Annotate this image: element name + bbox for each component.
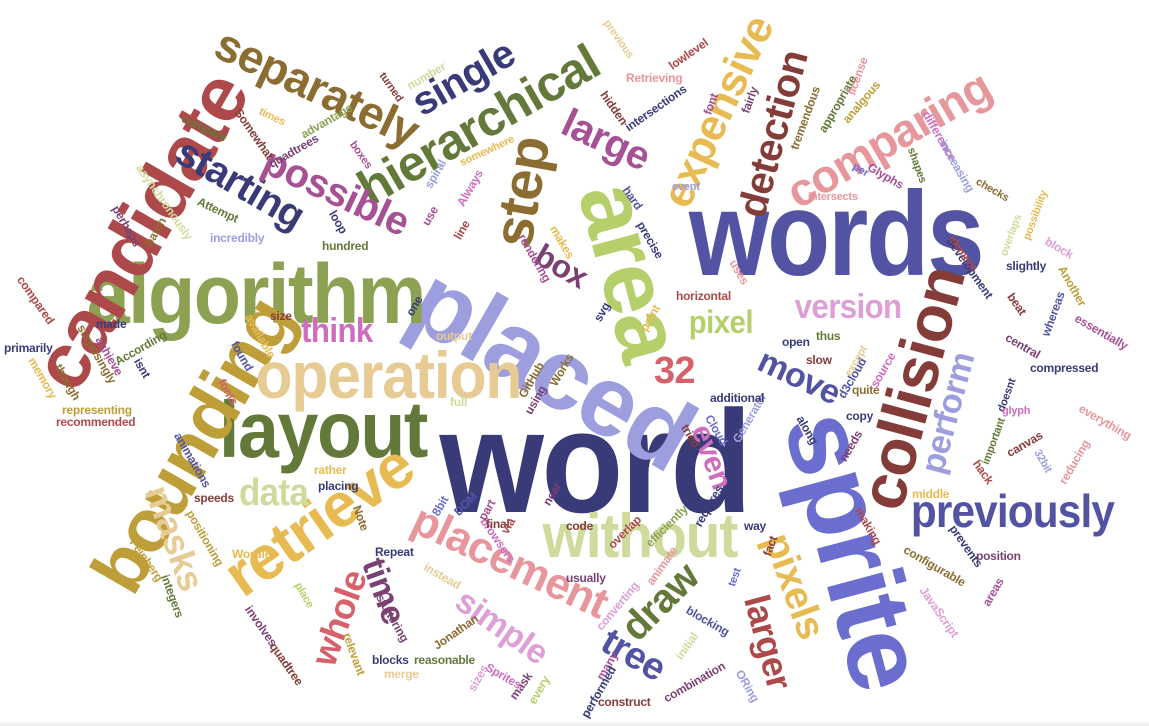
cloud-word: use: [418, 203, 442, 229]
cloud-word: text: [506, 493, 525, 505]
cloud-word: possibility: [1020, 188, 1051, 242]
cloud-word: code: [566, 519, 594, 533]
cloud-word: quite: [852, 383, 880, 397]
cloud-word: important: [979, 416, 1008, 467]
cloud-word: instead: [421, 559, 464, 593]
cloud-word: involves: [242, 603, 281, 649]
cloud-word: thus: [816, 329, 841, 343]
cloud-word: Sprites: [483, 660, 524, 692]
cloud-word: glyph: [1002, 405, 1031, 417]
cloud-word: recommended: [56, 415, 136, 429]
cloud-word: compressed: [1030, 361, 1099, 375]
cloud-word: usually: [566, 571, 606, 585]
cloud-word: 32bit: [1031, 447, 1055, 475]
bottom-edge-shadow: [0, 720, 1149, 726]
cloud-word: reducing: [1056, 437, 1093, 487]
cloud-word: previously: [910, 485, 1115, 537]
cloud-word: speeds: [194, 491, 234, 505]
cloud-word: primarily: [4, 341, 53, 355]
cloud-word: block: [1042, 234, 1076, 262]
cloud-word: intersects: [808, 191, 858, 203]
cloud-word: intersections: [622, 81, 690, 135]
cloud-word: blocks: [372, 653, 409, 667]
cloud-word: everything: [1076, 401, 1134, 443]
cloud-word: 32: [654, 350, 696, 392]
cloud-word: word: [439, 380, 752, 543]
cloud-word: combination: [661, 658, 728, 706]
cloud-word: quadtree: [266, 640, 307, 688]
cloud-word: place: [291, 580, 316, 610]
cloud-word: event: [672, 181, 700, 193]
cloud-word: placing: [318, 479, 359, 493]
cloud-word: Wordle: [232, 547, 272, 561]
cloud-word: incredibly: [210, 231, 265, 245]
cloud-word: Repeat: [375, 545, 414, 559]
cloud-word: without: [542, 502, 738, 571]
cloud-word: way: [744, 519, 766, 533]
cloud-word: size: [270, 309, 292, 323]
cloud-word: central: [1003, 330, 1043, 362]
cloud-word: initial: [672, 629, 702, 663]
cloud-word: version: [794, 288, 903, 326]
cloud-word: operation: [255, 338, 523, 412]
cloud-word: pixel: [688, 304, 754, 340]
cloud-word: rather: [314, 463, 347, 477]
cloud-word: merge: [384, 667, 419, 681]
cloud-word: final: [486, 517, 510, 531]
cloud-word: previous: [600, 17, 637, 61]
cloud-word: areas: [979, 575, 1007, 609]
cloud-word: made: [96, 317, 127, 331]
cloud-word: full: [450, 395, 468, 409]
cloud-word: middle: [912, 487, 950, 501]
cloud-word: Always: [453, 167, 487, 209]
cloud-word: isnt: [131, 355, 154, 381]
cloud-word: algorithm: [86, 247, 427, 341]
cloud-word: sizes: [464, 662, 492, 694]
cloud-word: representing: [62, 403, 132, 417]
cloud-word: beat: [1004, 290, 1030, 318]
cloud-word: open: [782, 335, 810, 349]
cloud-word: copy: [846, 409, 874, 423]
cloud-word: position: [976, 549, 1021, 563]
cloud-word: horizontal: [676, 289, 731, 303]
cloud-word: times: [256, 105, 288, 129]
cloud-word: construct: [598, 695, 651, 709]
cloud-word: line: [450, 217, 473, 243]
cloud-word: think: [301, 312, 373, 350]
cloud-word: hundred: [322, 239, 369, 253]
cloud-word: data: [239, 472, 309, 514]
cloud-word: slow: [806, 353, 832, 367]
cloud-word: lowlevel: [666, 35, 711, 73]
cloud-word: essentially: [1072, 311, 1131, 353]
cloud-word: layout: [219, 385, 428, 474]
cloud-word: words: [688, 167, 985, 301]
cloud-word: output: [436, 329, 472, 343]
cloud-word: additional: [710, 391, 765, 405]
cloud-word: Retrieving: [626, 71, 683, 85]
cloud-word: reasonable: [414, 653, 475, 667]
cloud-word: slightly: [1006, 259, 1047, 273]
cloud-word: whereas: [1038, 289, 1068, 339]
